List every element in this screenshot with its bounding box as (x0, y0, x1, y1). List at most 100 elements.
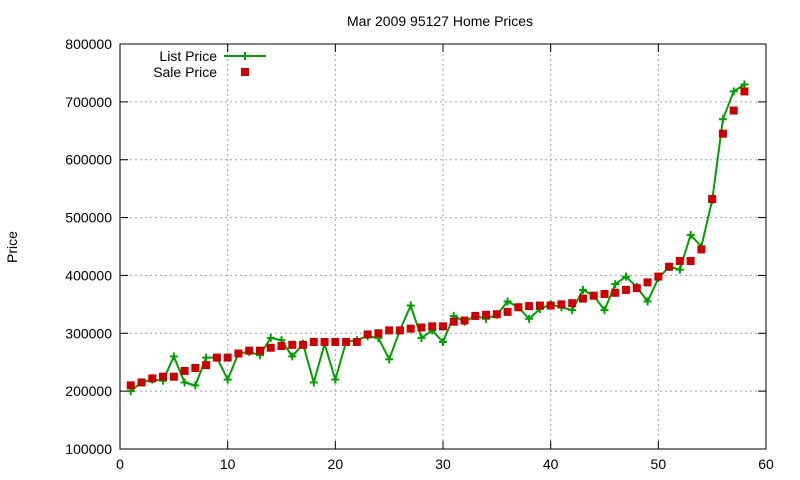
sale-price-point (428, 322, 437, 331)
x-tick-label: 50 (651, 456, 667, 472)
sale-price-point (632, 284, 641, 293)
y-tick-label: 400000 (65, 267, 112, 283)
sale-price-point (126, 381, 135, 390)
sale-price-point (675, 256, 684, 265)
list-price-point (223, 375, 232, 384)
sale-price-point (740, 87, 749, 96)
sale-price-point (503, 307, 512, 316)
list-price-point (686, 230, 695, 239)
list-price-point (406, 301, 415, 310)
sale-price-point (622, 285, 631, 294)
sale-price-point (180, 366, 189, 375)
sale-price-point (546, 301, 555, 310)
sale-price-point (245, 346, 254, 355)
sale-price-point (137, 378, 146, 387)
sale-price-point (718, 129, 727, 138)
plot-frame (119, 43, 767, 450)
sale-price-point (148, 374, 157, 383)
list-price-point (578, 285, 587, 294)
sale-price-point (492, 310, 501, 319)
axis-ticks: 100000 200000 300000 400000 500000 600000 7000… (65, 36, 774, 472)
sale-price-point (697, 245, 706, 254)
sale-price-point (255, 346, 264, 355)
list-price-point (331, 375, 340, 384)
sale-price-point (352, 337, 361, 346)
sale-price-point (525, 302, 534, 311)
legend-label-list-price: List Price (159, 48, 217, 64)
sale-price-point (234, 349, 243, 358)
sale-price-point (589, 291, 598, 300)
list-price-point (439, 337, 447, 346)
sale-price-point (342, 337, 351, 346)
grid-lines (120, 44, 766, 449)
sale-price-point (514, 303, 523, 312)
sale-price-point (643, 278, 652, 287)
list-price-point (385, 355, 394, 364)
sale-price-point (557, 300, 566, 309)
sale-price-point (482, 310, 491, 319)
y-axis-label: Price (4, 231, 20, 263)
x-tick-label: 60 (758, 456, 774, 472)
legend-label-sale-price: Sale Price (153, 64, 217, 80)
sale-price-point (159, 372, 168, 381)
list-price-point (729, 87, 738, 96)
sale-price-point (223, 353, 232, 362)
sale-price-point (288, 340, 297, 349)
sale-price-point (363, 330, 372, 339)
sale-price-point (600, 289, 609, 298)
list-price-point (525, 314, 534, 323)
sale-price-point (611, 288, 620, 297)
sale-price-point (395, 326, 404, 335)
sale-price-point (374, 329, 383, 338)
list-price-line (130, 83, 746, 392)
x-tick-label: 0 (116, 456, 124, 472)
list-price-point (191, 381, 200, 390)
legend-marker-sale-price (241, 68, 249, 76)
sale-price-point (277, 342, 286, 351)
list-price-point (266, 333, 275, 342)
sale-price-point (331, 337, 340, 346)
sale-price-point (266, 343, 275, 352)
x-tick-label: 20 (328, 456, 344, 472)
sale-price-point (299, 340, 308, 349)
sale-price-point (449, 317, 458, 326)
chart-title: Mar 2009 95127 Home Prices (347, 13, 533, 29)
sale-price-point (406, 324, 415, 333)
sale-price-point (169, 372, 178, 381)
sale-price-point (191, 364, 200, 372)
y-tick-label: 100000 (65, 441, 112, 457)
list-price-point (568, 306, 577, 315)
list-price-point (503, 297, 512, 306)
sale-price-point (708, 195, 717, 204)
list-price-point (740, 80, 749, 89)
x-tick-label: 10 (220, 456, 236, 472)
sale-price-point (460, 316, 469, 325)
sale-price-point (385, 326, 394, 335)
sale-price-point (686, 256, 695, 265)
list-price-point (309, 378, 318, 387)
list-price-point (643, 297, 652, 306)
sale-price-point (212, 353, 221, 362)
sale-price-point (309, 337, 318, 346)
series-layer (126, 80, 749, 396)
sale-price-point (320, 337, 329, 346)
list-price-point (180, 378, 189, 387)
sale-price-point (729, 106, 738, 115)
sale-price-point (578, 294, 587, 303)
sale-price-point (568, 299, 577, 308)
sale-price-point (535, 301, 544, 310)
y-tick-label: 500000 (65, 210, 112, 226)
sale-price-point (471, 311, 480, 320)
sale-price-point (654, 272, 663, 281)
sale-price-point (665, 262, 674, 271)
list-price-point (600, 306, 609, 315)
y-tick-label: 700000 (65, 94, 112, 110)
sale-price-point (439, 322, 447, 331)
list-price-point (675, 265, 684, 274)
list-price-point (718, 115, 727, 124)
list-price-point (202, 353, 211, 362)
sale-price-point (417, 323, 426, 332)
y-tick-label: 600000 (65, 152, 112, 168)
